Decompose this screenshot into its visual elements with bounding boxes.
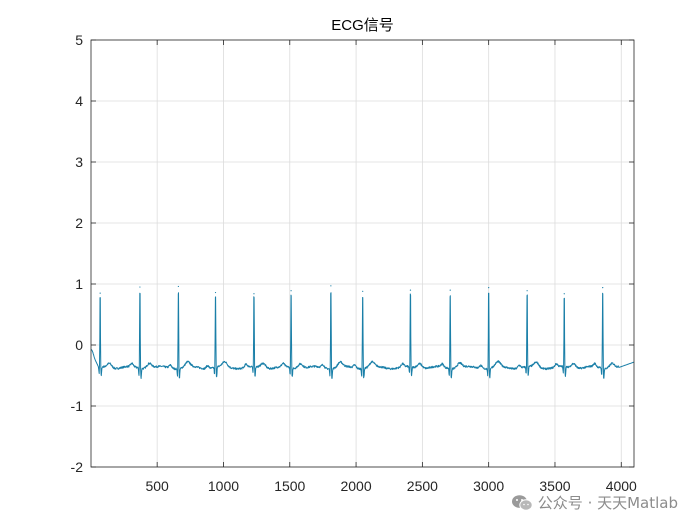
plot-frame (90, 39, 635, 468)
r-peak-point (330, 285, 332, 287)
y-tick-label: 4 (75, 93, 83, 109)
wechat-icon (511, 494, 533, 511)
x-tick-label: 3500 (539, 478, 570, 494)
y-tick-label: 1 (75, 276, 83, 292)
ecg-line (90, 292, 635, 379)
r-peak-point (362, 290, 364, 292)
y-tick-label: 5 (75, 32, 83, 48)
r-peak-point (290, 290, 292, 292)
r-peak-point (139, 286, 141, 288)
x-tick-label: 2000 (340, 478, 371, 494)
x-tick-marks (156, 40, 622, 467)
r-peak-point (177, 285, 179, 288)
r-peak-point (602, 287, 604, 289)
y-tick-label: 3 (75, 154, 83, 170)
x-tick-label: 4000 (606, 478, 637, 494)
r-peak-point (449, 289, 451, 291)
x-tick-label: 3000 (473, 478, 504, 494)
y-tick-label: -2 (71, 459, 84, 475)
r-peak-point (526, 290, 528, 292)
x-tick-label: 1000 (208, 478, 239, 494)
watermark: 公众号 · 天天Matlab (511, 492, 678, 513)
watermark-text: 公众号 · 天天Matlab (537, 494, 678, 512)
y-tick-label: 0 (75, 337, 83, 353)
r-peak-point (99, 292, 101, 294)
r-peak-point (563, 293, 565, 295)
x-tick-label: 2500 (407, 478, 438, 494)
x-tick-label: 1500 (274, 478, 305, 494)
y-tick-labels: -2 -1 0 1 2 3 4 5 (71, 32, 84, 475)
ecg-series (90, 285, 635, 379)
r-peak-point (214, 291, 217, 294)
y-tick-label: -1 (71, 398, 84, 414)
r-peak-point (253, 293, 255, 295)
r-peak-point (488, 287, 490, 289)
x-tick-labels: 500 1000 1500 2000 2500 3000 3500 4000 (145, 478, 637, 494)
r-peak-point (409, 289, 412, 291)
y-tick-label: 2 (75, 215, 83, 231)
chart-title: ECG信号 (331, 17, 394, 34)
x-tick-label: 500 (145, 478, 169, 494)
grid-lines (91, 39, 634, 468)
